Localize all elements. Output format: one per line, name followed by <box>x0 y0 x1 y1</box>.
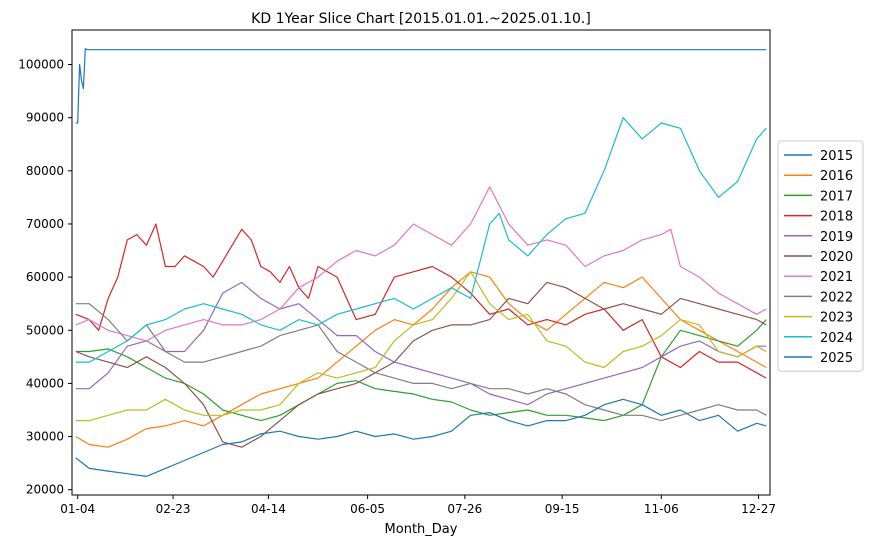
series-line-2015 <box>75 47 767 124</box>
legend-label-2016: 2016 <box>820 169 853 184</box>
x-tick-label: 04-14 <box>251 502 286 516</box>
y-tick-label: 70000 <box>26 217 64 231</box>
legend-label-2023: 2023 <box>820 311 853 326</box>
legend-label-2018: 2018 <box>820 210 853 225</box>
series-line-2025 <box>75 398 767 477</box>
series-line-2016 <box>75 271 767 448</box>
series-line-2020 <box>75 281 767 448</box>
y-tick-label: 80000 <box>26 164 64 178</box>
legend-label-2022: 2022 <box>820 290 853 305</box>
series-line-2021 <box>75 186 767 342</box>
legend-label-2017: 2017 <box>820 189 853 204</box>
series-line-2024 <box>75 117 767 363</box>
series-line-2023 <box>75 271 767 422</box>
y-axis: 20000 30000 40000 50000 60000 70000 80000 90000… <box>18 58 72 497</box>
x-tick-label: 12-27 <box>741 502 776 516</box>
series-line-2018 <box>75 223 767 379</box>
x-tick-label: 06-05 <box>350 502 385 516</box>
legend-box <box>777 140 864 372</box>
y-tick-label: 60000 <box>26 270 64 284</box>
series-line-2019 <box>75 281 767 406</box>
legend-label-2021: 2021 <box>820 270 853 285</box>
x-tick-label: 02-23 <box>156 502 191 516</box>
x-tick-label: 09-15 <box>545 502 580 516</box>
series-line-2022 <box>75 303 767 422</box>
y-tick-label: 100000 <box>18 58 64 72</box>
y-tick-label: 90000 <box>26 111 64 125</box>
legend-label-2015: 2015 <box>820 149 853 164</box>
x-axis: 01-04 02-23 04-14 06-05 07-26 09-15 11-06 12-27 <box>60 495 776 516</box>
y-tick-label: 50000 <box>26 323 64 337</box>
series-line-2017 <box>75 319 767 422</box>
legend: 2015 2016 2017 2018 2019 2020 2021 2022 2023 2024… <box>777 140 864 372</box>
series-lines <box>75 47 767 477</box>
x-tick-label: 01-04 <box>60 502 95 516</box>
legend-label-2019: 2019 <box>820 230 853 245</box>
x-axis-label: Month_Day <box>385 522 458 537</box>
legend-label-2025: 2025 <box>820 351 853 366</box>
y-tick-label: 40000 <box>26 376 64 390</box>
legend-label-2020: 2020 <box>820 250 853 265</box>
y-tick-label: 20000 <box>26 483 64 497</box>
x-tick-label: 11-06 <box>644 502 679 516</box>
y-tick-label: 30000 <box>26 430 64 444</box>
x-tick-label: 07-26 <box>447 502 482 516</box>
legend-label-2024: 2024 <box>820 331 853 346</box>
plot-frame <box>71 29 771 496</box>
chart-title: KD 1Year Slice Chart [2015.01.01.~2025.0… <box>251 11 591 27</box>
